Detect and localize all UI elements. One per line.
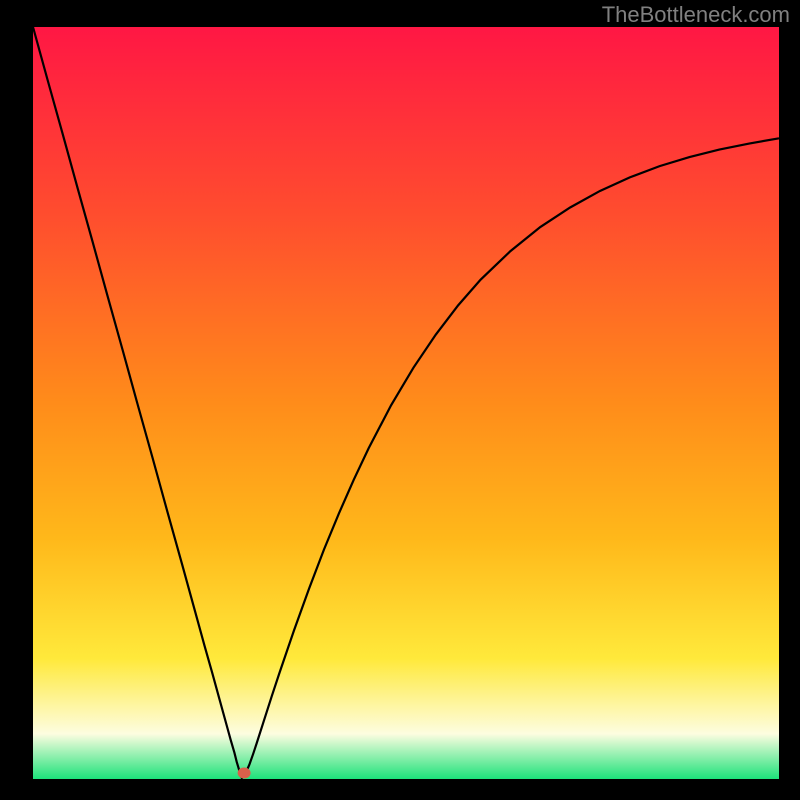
optimum-marker	[238, 767, 251, 778]
attribution-text: TheBottleneck.com	[602, 2, 790, 28]
bottleneck-curve	[33, 27, 779, 778]
curve-layer	[33, 27, 779, 779]
plot-gradient-area	[33, 27, 779, 779]
